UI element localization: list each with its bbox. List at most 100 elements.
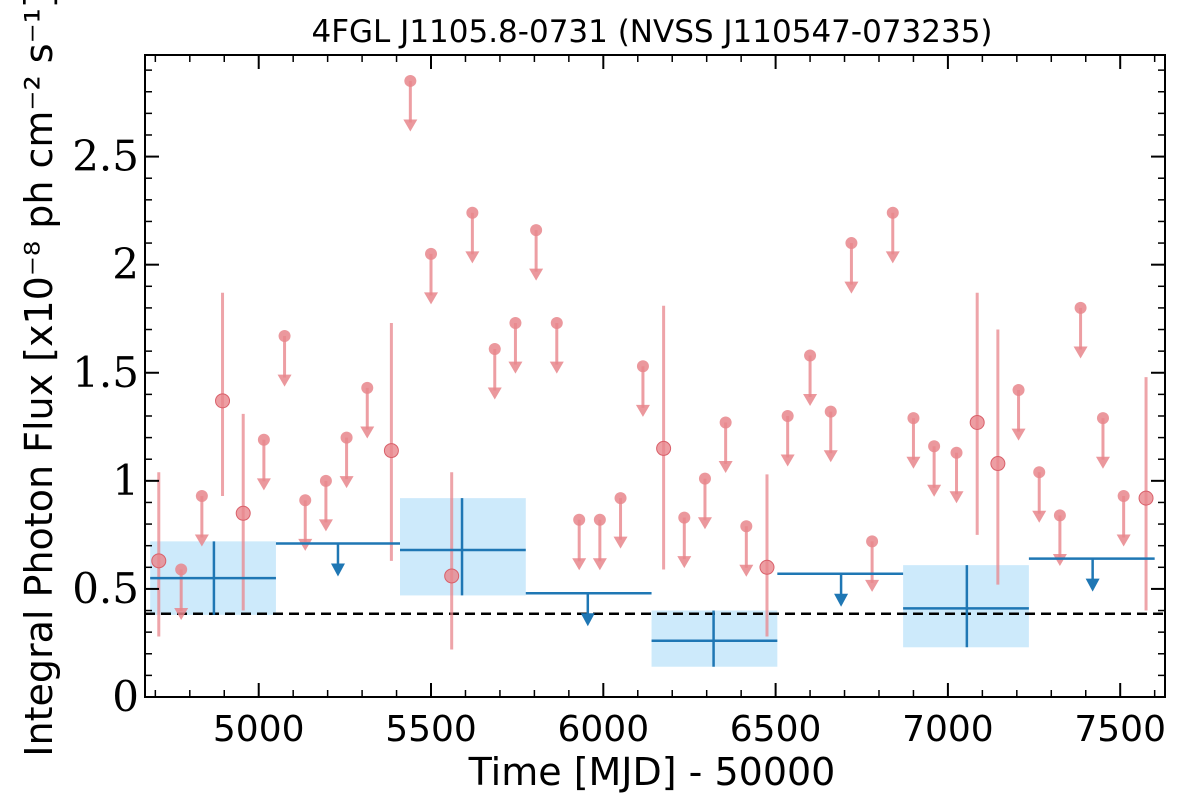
upper-limit-arrowhead: [529, 268, 544, 281]
upper-limit-point: [950, 446, 963, 459]
short-bin-detection: [383, 323, 399, 561]
short-bin-upper-limit: [739, 520, 754, 577]
upper-limit-arrowhead: [1052, 553, 1067, 566]
y-tick-label: 2: [112, 240, 139, 289]
upper-limit-arrowhead: [174, 608, 189, 621]
upper-limit-arrowhead: [360, 426, 375, 439]
upper-limit-point: [824, 405, 837, 418]
short-bin-upper-limit: [592, 513, 607, 571]
short-bin-point: [656, 440, 672, 456]
upper-limit-point: [404, 74, 417, 87]
short-bin-point: [235, 505, 251, 521]
upper-limit-point: [175, 563, 188, 576]
upper-limit-point: [361, 381, 374, 394]
short-bin-upper-limit: [1116, 489, 1131, 547]
upper-limit-arrowhead: [592, 558, 607, 571]
short-bin-upper-limit: [403, 74, 418, 132]
y-axis-label: Integral Photon Flux [x10⁻⁸ ph cm⁻² s⁻¹]: [17, 0, 61, 757]
upper-limit-point: [1033, 466, 1046, 479]
upper-limit-point: [550, 317, 563, 330]
upper-limit-point: [781, 409, 794, 422]
short-bin-upper-limit: [549, 317, 564, 374]
short-bin-detection: [215, 292, 231, 496]
short-bin-upper-limit: [677, 511, 692, 569]
short-bin-detection: [759, 474, 775, 637]
short-bin-upper-limit: [949, 446, 964, 504]
long-bin-detection: [651, 610, 778, 667]
upper-limit-point: [319, 474, 332, 487]
plot-frame: [144, 54, 1166, 698]
chart-title: 4FGL J1105.8-0731 (NVSS J110547-073235): [311, 14, 992, 50]
short-bin-point: [759, 559, 775, 575]
short-bin-upper-limit: [823, 405, 838, 463]
upper-limit-point: [1117, 489, 1130, 502]
upper-limit-point: [340, 431, 353, 444]
short-bin-upper-limit: [613, 492, 628, 549]
x-tick-label: 5000: [213, 709, 305, 750]
short-bin-upper-limit: [529, 224, 544, 281]
upper-limit-arrowhead: [677, 556, 692, 569]
short-bin-upper-limit: [780, 409, 795, 467]
short-bin-upper-limit: [1073, 301, 1088, 359]
short-bin-upper-limit: [360, 381, 375, 439]
short-bin-upper-limit: [174, 563, 189, 621]
upper-limit-point: [1012, 384, 1025, 397]
upper-limit-arrowhead: [549, 361, 564, 374]
x-tick-label: 6500: [730, 709, 822, 750]
upper-limit-point: [573, 513, 586, 526]
short-bin-upper-limit: [424, 247, 439, 305]
long-bin-ul-arrowhead: [330, 563, 345, 577]
short-bin-upper-limit: [927, 440, 942, 497]
short-bin-upper-limit: [1052, 509, 1067, 566]
short-bin-point: [444, 568, 460, 584]
short-bin-upper-limit: [718, 416, 733, 474]
upper-limit-arrowhead: [718, 461, 733, 474]
upper-limit-arrowhead: [1011, 428, 1026, 441]
upper-limit-point: [1053, 509, 1066, 522]
short-bin-upper-limit: [277, 330, 292, 387]
upper-limit-arrowhead: [403, 119, 418, 132]
y-tick-label: 1.5: [72, 348, 139, 397]
upper-limit-point: [804, 349, 817, 362]
upper-limit-arrowhead: [739, 564, 754, 577]
upper-limit-point: [299, 494, 312, 507]
upper-limit-arrowhead: [635, 404, 650, 417]
short-bin-upper-limit: [465, 206, 480, 264]
upper-limit-arrowhead: [487, 387, 502, 400]
y-tick-label: 2.5: [72, 132, 139, 181]
upper-limit-arrowhead: [1116, 534, 1131, 547]
upper-limit-point: [425, 247, 438, 260]
upper-limit-point: [1074, 301, 1087, 314]
upper-limit-point: [866, 535, 879, 548]
upper-limit-point: [886, 206, 899, 219]
short-bin-point: [969, 414, 985, 430]
short-bin-point: [215, 393, 231, 409]
short-bin-point: [1138, 490, 1154, 506]
upper-limit-arrowhead: [697, 517, 712, 530]
short-bin-upper-limit: [339, 431, 354, 489]
upper-limit-point: [698, 472, 711, 485]
long-bin-ul-arrowhead: [1085, 578, 1100, 592]
upper-limit-arrowhead: [823, 450, 838, 463]
y-tick-label: 1: [112, 456, 139, 505]
long-bin-upper-limit: [525, 591, 652, 627]
long-bin-detection: [400, 498, 526, 596]
short-bin-upper-limit: [572, 513, 587, 571]
short-bin-upper-limit: [885, 206, 900, 264]
short-bin-detection: [969, 292, 985, 535]
short-bin-point: [383, 443, 399, 459]
y-tick-label: 0: [112, 672, 139, 721]
upper-limit-arrowhead: [572, 558, 587, 571]
upper-limit-point: [278, 330, 291, 343]
upper-limit-arrowhead: [885, 251, 900, 264]
short-bin-point: [990, 456, 1006, 472]
short-bin-upper-limit: [194, 489, 209, 547]
upper-limit-point: [257, 433, 270, 446]
upper-limit-point: [719, 416, 732, 429]
upper-limit-point: [907, 412, 920, 425]
upper-limit-point: [593, 513, 606, 526]
long-bin-detection: [903, 565, 1029, 648]
short-bin-upper-limit: [318, 474, 333, 532]
